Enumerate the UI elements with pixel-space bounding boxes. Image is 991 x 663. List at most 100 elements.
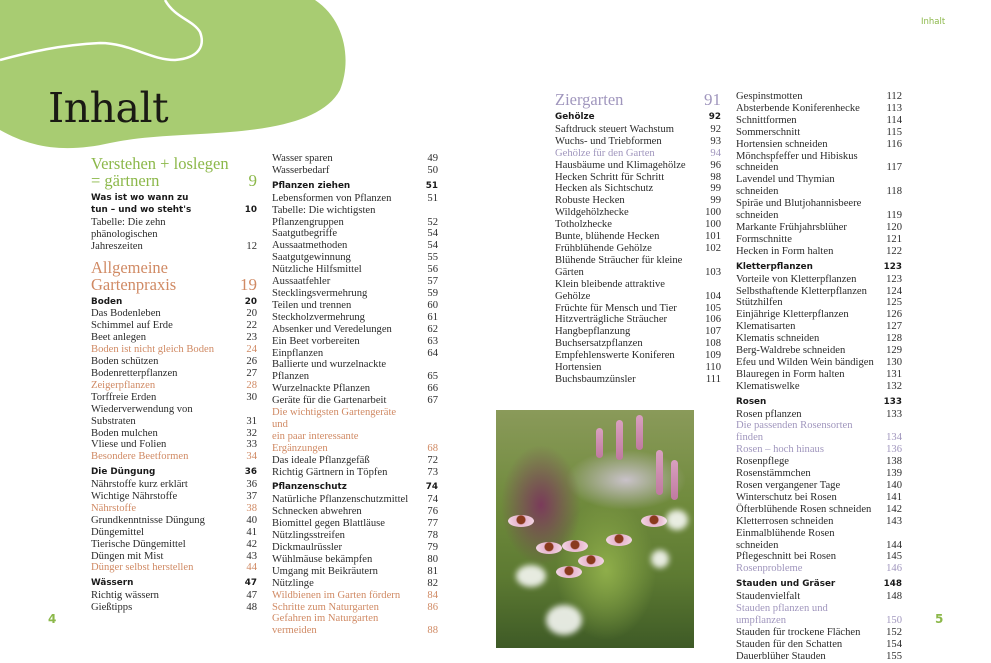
toc-page-number: 96 [710, 159, 721, 171]
toc-page-number: 67 [427, 395, 438, 407]
toc-page-number: 34 [246, 451, 257, 463]
toc-page-number: 124 [886, 285, 902, 297]
toc-entry-title: Klein bleibende attraktive Gehölze [555, 278, 666, 302]
toc-section-heading: Allgemeine Gartenpraxis 19 [91, 259, 257, 293]
toc-entry-title: Das Bodenleben [91, 308, 161, 320]
toc-page-number: 144 [886, 539, 902, 551]
toc-entry-title: Stecklingsvermehrung [272, 287, 368, 299]
toc-entry-title: Nützliche Hilfsmittel [272, 264, 362, 276]
toc-entry: Steckholzvermehrung 61 [272, 312, 438, 324]
toc-entry-title: Einmalblühende Rosen schneiden [736, 527, 835, 551]
toc-entry-title: Kletterpflanzen [736, 261, 813, 272]
toc-entry-title: Vliese und Folien [91, 439, 167, 451]
toc-entry: Blauregen in Form halten 131 [736, 369, 902, 381]
toc-entry: Formschnitte 121 [736, 234, 902, 246]
toc-page-number: 77 [427, 518, 438, 530]
toc-entry-title: Rosenstämmchen [736, 468, 811, 480]
toc-group-heading: Pflanzenschutz 74 [272, 482, 438, 494]
toc-entry: Wurzelnackte Pflanzen 66 [272, 383, 438, 395]
toc-page-number: 148 [883, 579, 902, 590]
toc-entry-title: Empfehlenswerte Koniferen [555, 350, 675, 362]
toc-page-number: 40 [246, 514, 257, 526]
toc-page-number: 62 [427, 323, 438, 335]
toc-entry: Ein Beet vorbereiten 63 [272, 336, 438, 348]
toc-entry: Stecklingsvermehrung 59 [272, 288, 438, 300]
toc-page-number: 73 [427, 466, 438, 478]
toc-entry: Winterschutz bei Rosen 141 [736, 492, 902, 504]
toc-entry: Totholzhecke 100 [555, 219, 721, 231]
toc-page-number: 104 [705, 290, 721, 302]
toc-entry-title: Mönchspfeffer und Hibiskus schneiden [736, 150, 858, 174]
toc-page-number: 125 [886, 297, 902, 309]
toc-entry: Beet anlegen 23 [91, 332, 257, 344]
toc-page-number: 105 [705, 302, 721, 314]
toc-entry: Rosenpflege 138 [736, 456, 902, 468]
toc-entry: Lavendel und Thymian schneiden 118 [736, 174, 902, 198]
toc-entry-title: Hausbäume und Klimagehölze [555, 159, 686, 171]
toc-page-number: 118 [886, 186, 903, 198]
echinacea-garden-photo [496, 410, 694, 648]
toc-group-heading: Kletterpflanzen 123 [736, 262, 902, 274]
toc-entry-title: Rosen [736, 396, 767, 407]
toc-entry-title: Natürliche Pflanzenschutzmittel [272, 494, 409, 506]
toc-entry: Richtig wässern 47 [91, 590, 257, 602]
toc-page-number: 108 [705, 338, 721, 350]
toc-entry-title: Absenker und Veredelungen [272, 323, 392, 335]
toc-entry-title: Nährstoffe kurz erklärt [91, 479, 188, 491]
toc-entry: Klematis schneiden 128 [736, 333, 902, 345]
toc-entry: Wiederverwendung von Substraten 31 [91, 404, 257, 428]
toc-page-number: 38 [246, 502, 257, 514]
toc-entry: Efeu und Wilden Wein bändigen 130 [736, 357, 902, 369]
toc-page-number: 63 [427, 335, 438, 347]
toc-entry-title: Markante Frühjahrsblüher [736, 221, 847, 233]
toc-entry: Nützliche Hilfsmittel 56 [272, 264, 438, 276]
toc-page-number: 141 [886, 491, 902, 503]
toc-entry-title: Aussaatmethoden [272, 240, 348, 252]
toc-page-number: 101 [705, 231, 721, 243]
toc-entry-title: Hitzverträgliche Sträucher [555, 314, 668, 326]
toc-page-number: 123 [886, 273, 902, 285]
toc-page-number: 150 [886, 614, 902, 626]
toc-entry: Klein bleibende attraktive Gehölze 104 [555, 279, 721, 303]
toc-entry-title: Hecken als Sichtschutz [555, 183, 654, 195]
toc-group-heading: Boden 20 [91, 297, 257, 309]
toc-entry: Mönchspfeffer und Hibiskus schneiden 117 [736, 151, 902, 175]
toc-entry: Saftdruck steuert Wachstum 92 [555, 124, 721, 136]
toc-page-number: 47 [244, 578, 257, 589]
toc-entry-title: Grundkenntnisse Düngung [91, 514, 205, 526]
toc-entry-title: Ziergarten [555, 90, 624, 109]
toc-entry-title: Wasserbedarf [272, 164, 330, 176]
toc-page-number: 94 [710, 147, 721, 159]
toc-page-number: 50 [427, 164, 438, 176]
toc-page-number: 113 [886, 102, 903, 114]
toc-entry: Schnecken abwehren 76 [272, 506, 438, 518]
toc-entry-title: Stauden pflanzen und umpflanzen [736, 603, 828, 626]
toc-group-heading: Gehölze 92 [555, 112, 721, 124]
toc-entry-title: Beet anlegen [91, 332, 147, 344]
page-number-right: 5 [935, 612, 944, 626]
toc-entry: Hausbäume und Klimagehölze 96 [555, 160, 721, 172]
toc-page-number: 129 [886, 345, 902, 357]
toc-entry-title: Richtig wässern [91, 590, 159, 602]
toc-page-number: 107 [705, 326, 721, 338]
toc-entry-title: Rosen vergangener Tage [736, 480, 841, 491]
toc-entry-title: Wurzelnackte Pflanzen [272, 383, 371, 395]
toc-entry: Rosenprobleme 146 [736, 563, 902, 575]
toc-page-number: 68 [427, 442, 438, 454]
toc-entry: Grundkenntnisse Düngung 40 [91, 515, 257, 527]
toc-page-number: 91 [704, 90, 721, 109]
toc-entry-title: Einjährige Kletterpflanzen [736, 309, 849, 321]
decorative-green-blob [0, 0, 346, 149]
toc-page-number: 155 [886, 650, 902, 662]
toc-entry: Lebensformen von Pflanzen 51 [272, 193, 438, 205]
toc-page-number: 64 [427, 347, 438, 359]
toc-entry: Die wichtigsten Gartengeräte und ein paa… [272, 407, 438, 455]
toc-entry-title: Saatgutbegriffe [272, 228, 338, 240]
toc-page-number: 76 [427, 506, 438, 518]
toc-page-number: 9 [248, 171, 258, 190]
toc-entry: Hecken Schritt für Schritt 98 [555, 172, 721, 184]
toc-page-number: 23 [246, 332, 257, 344]
toc-entry-title: Buchsersatzpflanzen [555, 338, 643, 350]
toc-entry: Saatgutgewinnung 55 [272, 252, 438, 264]
toc-entry: Wühlmäuse bekämpfen 80 [272, 554, 438, 566]
